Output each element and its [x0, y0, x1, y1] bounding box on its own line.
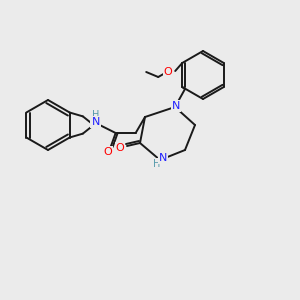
Text: H: H [153, 159, 161, 169]
Text: O: O [103, 147, 112, 157]
Text: O: O [164, 67, 172, 77]
Text: N: N [92, 117, 100, 127]
Text: N: N [159, 153, 167, 163]
Text: N: N [172, 101, 180, 111]
Text: O: O [116, 143, 124, 153]
Text: H: H [92, 110, 99, 120]
